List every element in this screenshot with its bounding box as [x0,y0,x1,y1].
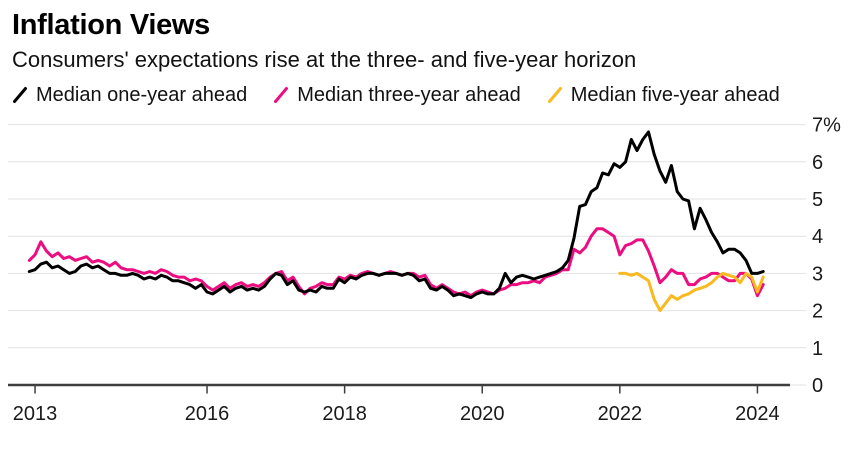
legend-label-one-year: Median one-year ahead [36,83,248,106]
x-tick-label: 2013 [13,403,58,425]
series-line-median-five-year-ahead [618,271,765,313]
slash-icon-one-year [13,87,27,104]
x-tick-label: 2024 [735,403,780,425]
chart-subtitle: Consumers' expectations rise at the thre… [12,46,637,72]
legend-item-five-year: Median five-year ahead [547,84,780,107]
series-line-median-one-year-ahead [27,130,765,300]
legend-item-one-year: Median one-year ahead [12,84,247,107]
y-tick-label: 2 [812,301,823,323]
y-tick-label: 4 [812,226,823,248]
y-tick-label: 6 [812,152,823,174]
y-tick-label: 0 [812,375,823,397]
y-tick-label: 5 [812,189,823,211]
legend-label-three-year: Median three-year ahead [297,83,521,106]
series-line-median-three-year-ahead [27,227,765,298]
page-root: { "header": { "title": "Inflation Views"… [0,9,850,449]
legend-item-three-year: Median three-year ahead [273,83,521,107]
chart-canvas: 7% 6 5 4 3 2 1 0 2013 2016 2018 2020 2022 2024 [8,115,841,425]
chart-title: Inflation Views [12,9,211,41]
x-tick-label: 2018 [322,403,367,425]
y-tick-label: 3 [812,263,823,285]
slash-icon-three-year [274,87,289,104]
x-tick-label: 2022 [598,403,643,425]
legend-label-five-year: Median five-year ahead [570,83,780,106]
chart-legend: Median one-year ahead Median three-year … [12,83,838,107]
x-tick-label: 2016 [185,403,230,425]
slash-icon-five-year [547,87,562,104]
y-tick-label: 1 [812,338,823,360]
x-tick-label: 2020 [460,403,505,425]
y-tick-label: 7% [812,115,841,137]
